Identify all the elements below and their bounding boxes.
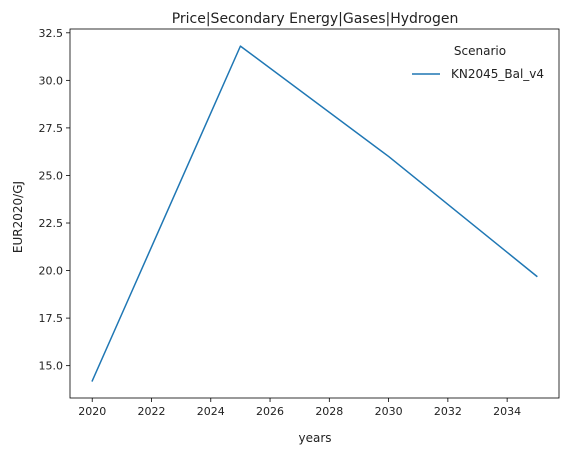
x-tick-label: 2028	[315, 405, 343, 418]
legend-label: KN2045_Bal_v4	[451, 67, 544, 81]
y-tick-label: 32.5	[39, 27, 64, 40]
x-axis-label: years	[298, 431, 331, 445]
y-tick-label: 20.0	[39, 265, 64, 278]
x-tick-label: 2034	[493, 405, 521, 418]
legend-entries: KN2045_Bal_v4	[412, 67, 544, 81]
x-tick-label: 2024	[197, 405, 225, 418]
series-layer	[91, 45, 538, 382]
x-tick-label: 2022	[138, 405, 166, 418]
legend: Scenario KN2045_Bal_v4	[412, 44, 544, 81]
y-tick-label: 27.5	[39, 122, 64, 135]
x-tick-label: 2020	[78, 405, 106, 418]
x-tick-label: 2026	[256, 405, 284, 418]
y-tick-label: 22.5	[39, 217, 64, 230]
y-tick-label: 17.5	[39, 312, 64, 325]
x-tick-label: 2030	[375, 405, 403, 418]
x-axis: 2020 2022 2024 2026 2028 2030 2032 2034	[78, 398, 521, 418]
legend-title: Scenario	[454, 44, 506, 58]
series-line	[91, 45, 538, 382]
y-axis: 15.0 17.5 20.0 22.5 25.0 27.5 30.0 32.5	[39, 27, 70, 373]
plot-frame	[69, 28, 560, 399]
y-axis-label: EUR2020/GJ	[11, 181, 25, 253]
y-tick-label: 15.0	[39, 360, 64, 373]
chart-title: Price|Secondary Energy|Gases|Hydrogen	[172, 11, 459, 27]
y-tick-label: 30.0	[39, 74, 64, 87]
y-tick-label: 25.0	[39, 169, 64, 182]
x-tick-label: 2032	[434, 405, 462, 418]
